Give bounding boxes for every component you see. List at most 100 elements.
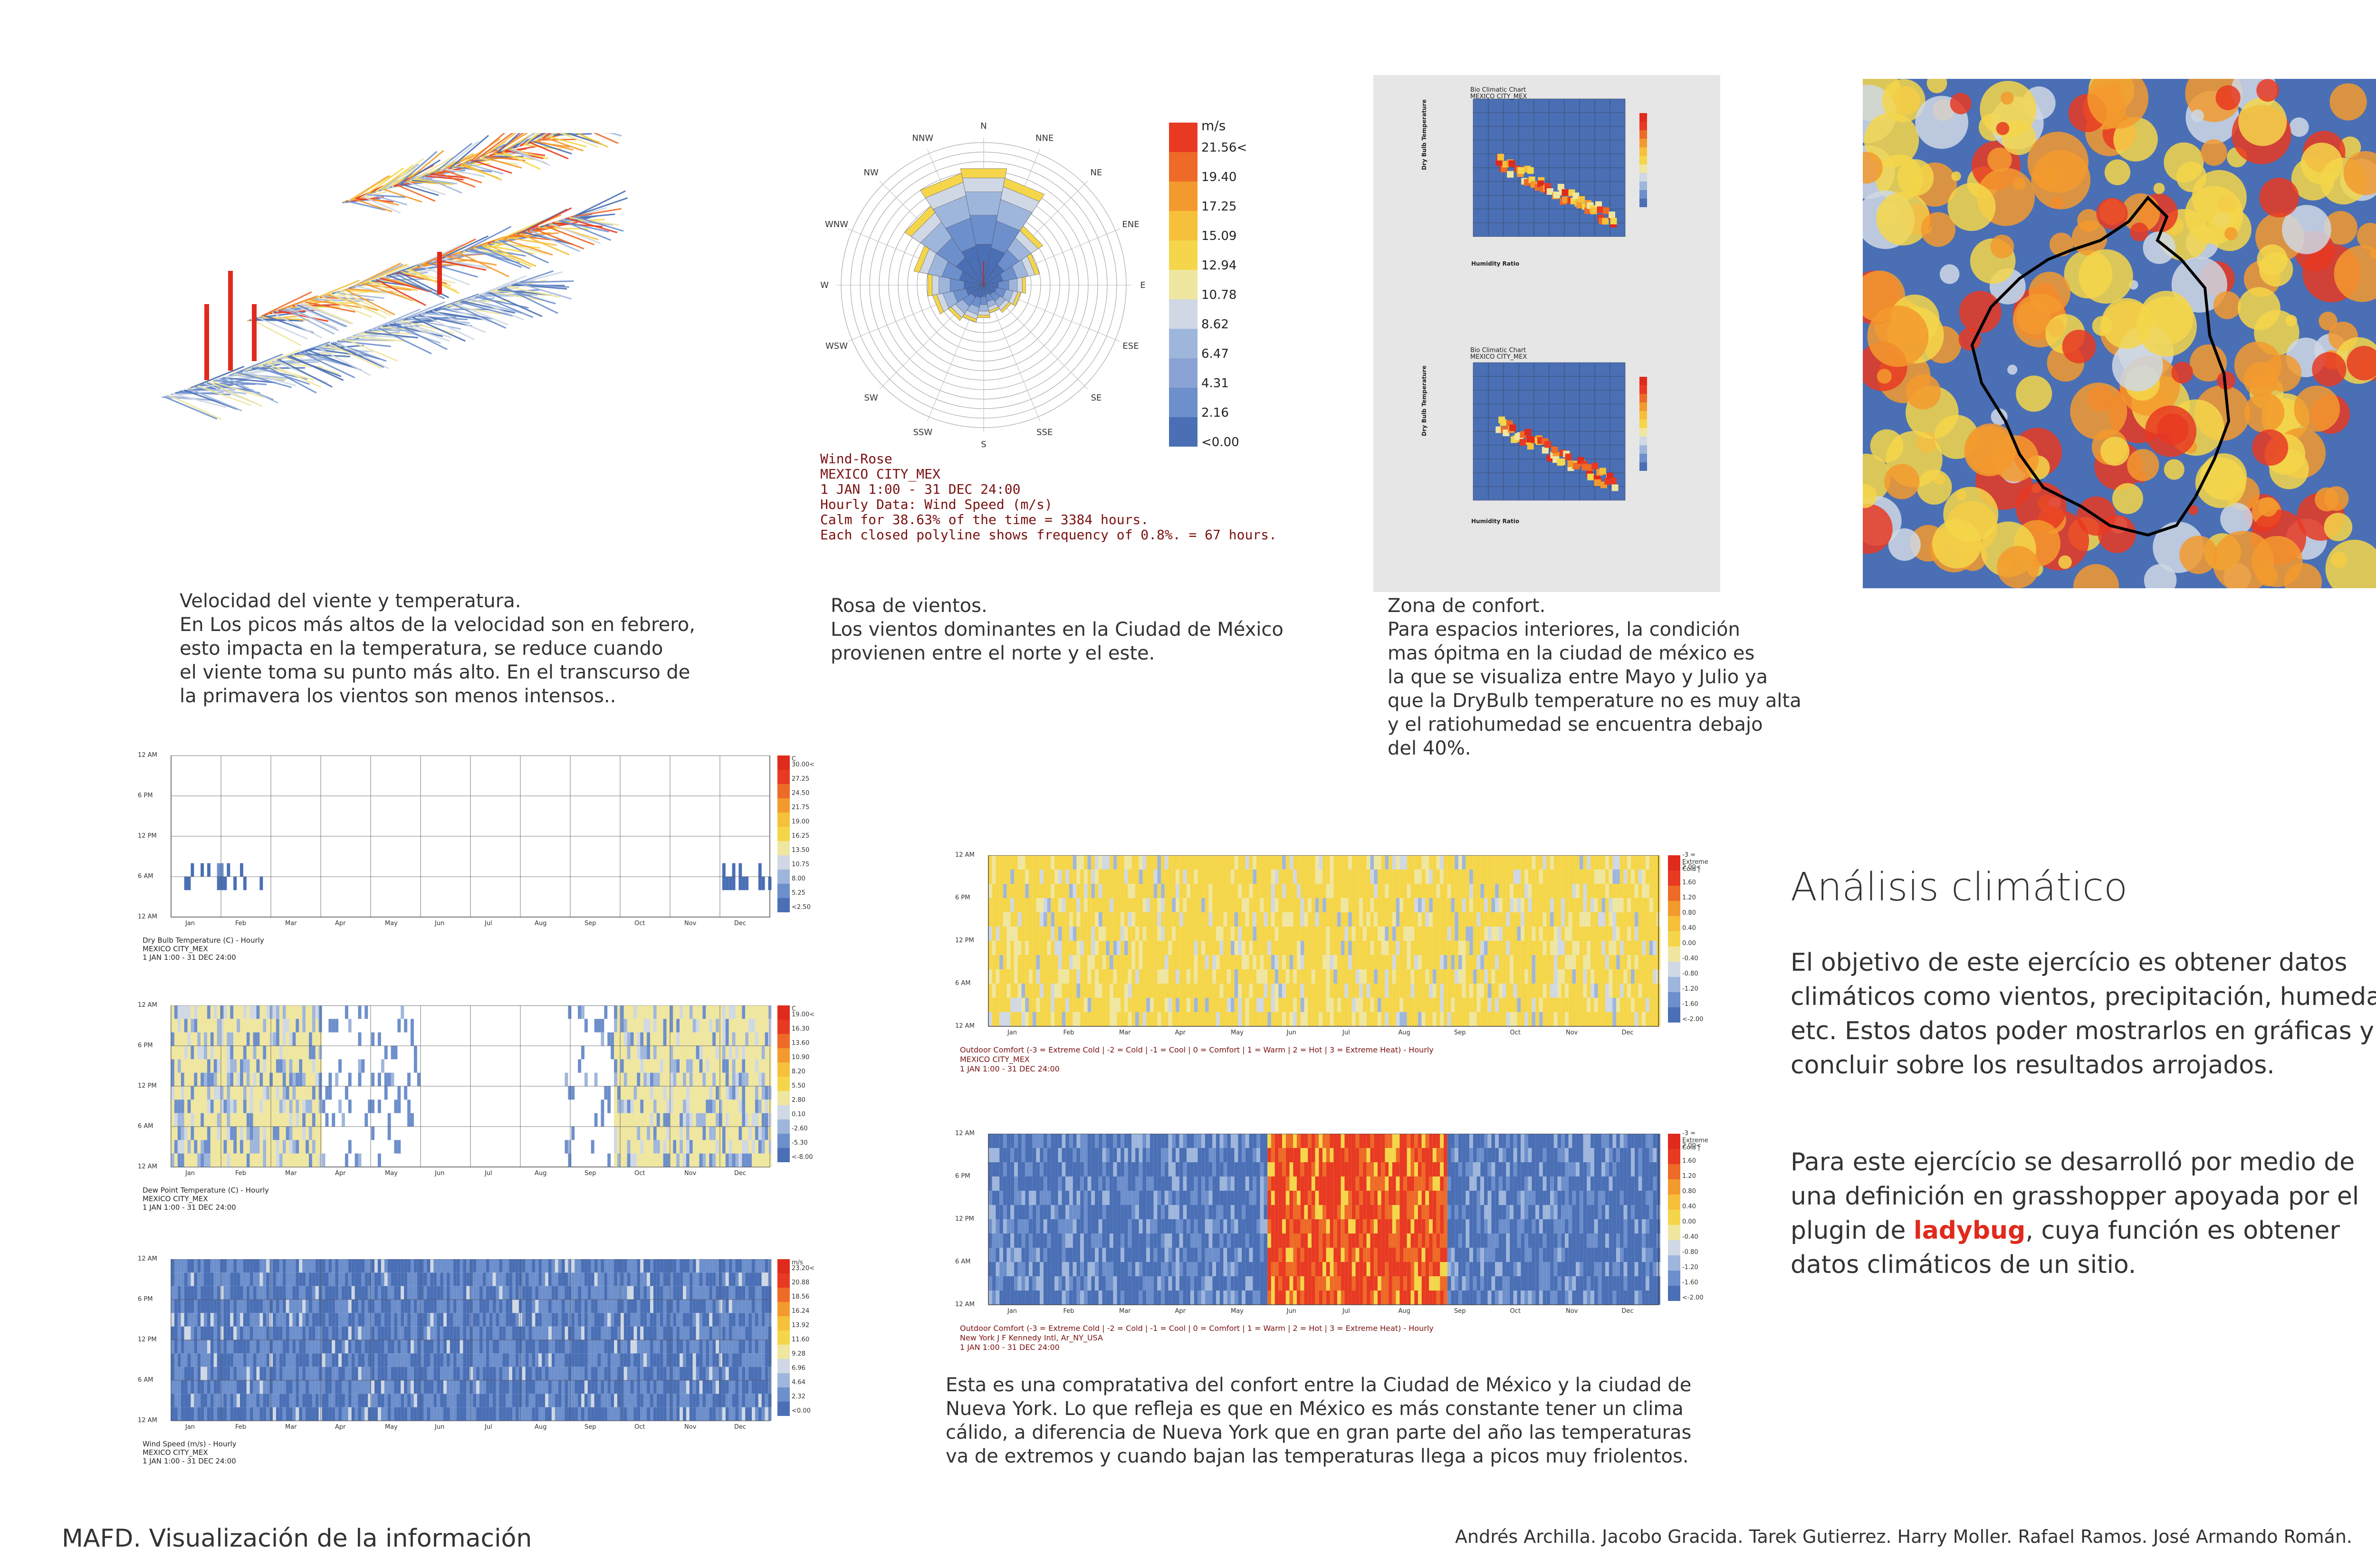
hourly-cell [692,1127,696,1140]
hourly-cell [515,1394,519,1407]
hourly-cell [686,1153,690,1167]
hourly-cell [413,1259,417,1273]
hourly-cell [227,1086,230,1100]
hourly-cell [417,1072,421,1086]
hourly-cell [308,1407,312,1421]
comfort-cell [1010,941,1015,955]
hourly-cell [302,1059,306,1073]
hourly-cell [561,1380,565,1394]
hourly-cell [683,1153,686,1167]
surface-spike [330,342,384,368]
hourly-cell [177,1153,181,1167]
surface-spike [317,346,371,376]
hourly-cell [371,1367,375,1380]
hourly-cell [676,1380,680,1394]
hourly-cell [623,1113,627,1127]
bio-chart-cell [1591,462,1598,469]
hourly-cell [666,1072,670,1086]
hourly-cell [748,1340,752,1354]
comfort-cell [1025,927,1029,941]
hourly-cell [656,1100,660,1113]
hourly-cell [722,1086,726,1100]
hourly-cell [246,1286,250,1300]
hourly-cell [184,1046,188,1060]
hourly-cell [318,1380,322,1394]
hourly-cell [249,1380,253,1394]
hourly-cell [765,1367,768,1380]
hourly-cell [177,1086,181,1100]
hourly-cell [312,1407,316,1421]
hourly-cell [315,1140,319,1154]
comfort-cell [1076,884,1081,898]
comfort-cell [1083,998,1088,1012]
heat-blob [2256,79,2280,102]
hourly-cell [318,1313,322,1327]
hourly-cell [706,1313,709,1327]
hourly-cell [292,1140,296,1154]
hourly-cell [627,1140,631,1154]
hourly-cell [666,1259,670,1273]
hourly-cell [732,1367,736,1380]
hourly-cell [486,1353,489,1367]
hourly-cell [752,1032,755,1046]
hourly-cell [482,1340,486,1354]
wind-rose-info-polyline: Each closed polyline shows frequency of … [820,527,1277,543]
hourly-cell [263,1153,267,1167]
hourly-cell [584,1072,588,1086]
hourly-cell [377,1394,381,1407]
hourly-cell [325,1259,329,1273]
hourly-cell [296,1140,299,1154]
surface-spike [513,284,567,290]
heat-blob [1951,171,1961,181]
hourly-cell [706,1046,709,1060]
hourly-cell [302,1300,306,1313]
hourly-cell [394,1313,398,1327]
hourly-cell [486,1313,489,1327]
bio-chart-cell [1551,446,1558,453]
bio-legend-swatch [1639,428,1647,437]
hourly-cell [401,1353,404,1367]
hourly-cell [443,1340,447,1354]
surface-spike [498,145,537,153]
comfort-cell [992,898,996,912]
hourly-cell [535,1353,539,1367]
hourly-cell [709,1059,713,1073]
hourly-cell [174,1086,178,1100]
hourly-cell [607,1286,611,1300]
hourly-cell [177,1340,181,1354]
hourly-cell [328,1380,332,1394]
hourly-cell [587,1313,591,1327]
hourly-cell [706,1127,709,1140]
hourly-cell [653,1313,657,1327]
hourly-cell [233,1032,237,1046]
hourly-cell [712,1059,716,1073]
comfort-cell [1080,870,1084,884]
hourly-cell [650,1005,653,1019]
comfort-cell [999,1012,1003,1026]
hourly-cell [643,1059,647,1073]
hourly-cell [282,1407,286,1421]
hourly-cell [709,1100,713,1113]
surface-spike [425,238,476,264]
hourly-cell [220,863,224,877]
hourly-cell [660,1394,663,1407]
hourly-cell [538,1340,542,1354]
hourly-cell [578,1286,582,1300]
hourly-cell [735,1019,739,1033]
comfort-cell [1051,941,1055,955]
hourly-cell [473,1313,477,1327]
hourly-cell [306,1286,309,1300]
heat-blob [2325,539,2376,588]
hourly-cell [289,1272,293,1286]
hourly-cell [292,1326,296,1340]
hourly-cell [230,1046,234,1060]
hourly-cell [542,1407,546,1421]
comfort-cell [1058,884,1062,898]
hourly-cell [706,1407,709,1421]
hourly-cell [210,1100,214,1113]
comfort-cell [1091,955,1095,969]
hourly-cell [502,1353,506,1367]
hourly-cell [633,1340,637,1354]
comfort-cell [1102,870,1106,884]
hourly-cell [502,1340,506,1354]
